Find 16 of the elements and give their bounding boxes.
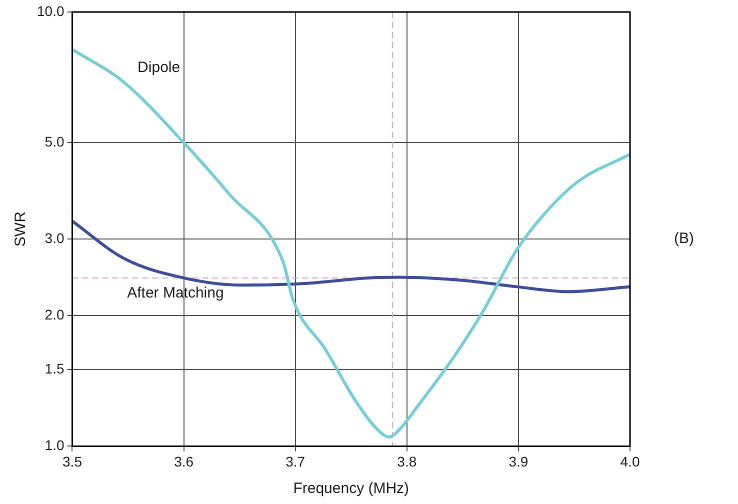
y-tick-label: 5.0 [44,134,64,150]
x-tick-label: 3.6 [174,453,194,470]
x-tick-label: 3.5 [62,453,82,470]
x-tick-label: 3.7 [286,453,306,470]
y-tick-label: 1.5 [44,360,64,377]
x-tick-label: 4.0 [620,453,640,470]
series-label: Dipole [138,59,180,76]
x-tick-label: 3.8 [397,453,417,470]
x-axis-title: Frequency (MHz) [293,480,410,498]
text: (B) [674,230,694,248]
y-tick-label: 2.0 [44,306,64,322]
y-tick-label: 1.0 [44,437,64,454]
x-tick-label: 3.9 [508,453,528,470]
y-tick-label: 3.0 [44,230,64,246]
y-axis-title: SWR [12,211,30,247]
y-tick-label: 10.0 [37,2,64,19]
